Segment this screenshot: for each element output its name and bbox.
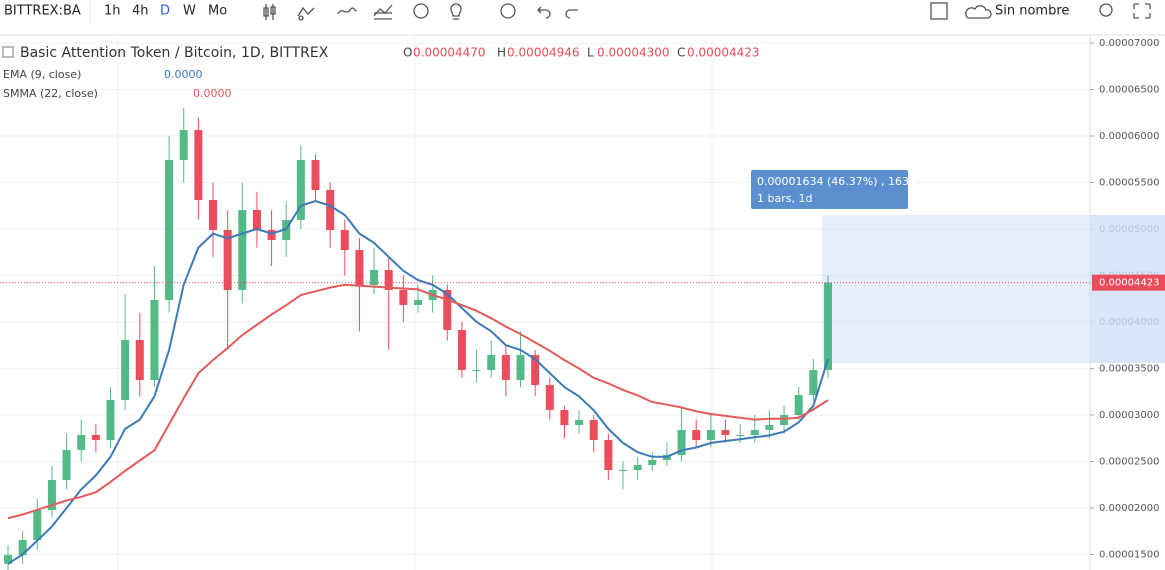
- candle-body: [765, 425, 774, 430]
- ohlc-value: 0.00004423: [687, 46, 760, 60]
- candle-body: [77, 434, 86, 450]
- candle-body: [706, 429, 715, 440]
- collapse-icon[interactable]: [2, 46, 14, 58]
- y-tick-label: 0.00002000: [1099, 503, 1159, 514]
- y-tick-label: 0.00007000: [1099, 38, 1159, 49]
- candle-body: [326, 190, 335, 231]
- layout-name[interactable]: Sin nombre: [995, 4, 1069, 19]
- candle-body: [135, 340, 144, 381]
- y-tick-label: 0.00003000: [1099, 410, 1159, 421]
- legend-entry[interactable]: SMMA (22, close): [3, 87, 98, 100]
- candle-body: [648, 459, 657, 466]
- interval-button[interactable]: Mo: [208, 4, 227, 19]
- candle-body: [750, 429, 759, 435]
- y-tick-label: 0.00001500: [1099, 549, 1159, 560]
- candle-body: [311, 159, 320, 191]
- indicator-line: [7, 200, 829, 565]
- y-tick-label: 0.00003500: [1099, 363, 1159, 374]
- candle-body: [355, 250, 364, 285]
- candle-body: [340, 230, 349, 251]
- candle-body: [589, 419, 598, 440]
- interval-button[interactable]: W: [183, 4, 196, 19]
- candle-body: [604, 439, 613, 471]
- last-price-tag: [1092, 274, 1165, 291]
- candle-body: [106, 400, 115, 440]
- candle-body: [209, 199, 217, 231]
- candle-body: [780, 414, 789, 426]
- ohlc-value: 0.00004946: [507, 46, 580, 60]
- candle-body: [501, 354, 510, 381]
- candle-body: [165, 159, 174, 301]
- candle-body: [633, 465, 642, 471]
- candle-body: [399, 289, 408, 305]
- candle-body: [560, 409, 569, 426]
- candle-body: [677, 429, 686, 455]
- candle-body: [516, 354, 525, 381]
- candle-body: [721, 429, 730, 435]
- candle-body: [223, 230, 232, 290]
- candle-body: [179, 130, 188, 160]
- y-tick-label: 0.00002500: [1099, 456, 1159, 467]
- candle-body: [121, 340, 130, 401]
- candle-body: [384, 269, 393, 290]
- candle-body: [619, 470, 627, 472]
- candle-body: [91, 434, 100, 440]
- measure-text: 0.00001634 (46.37%) , 1634: [757, 175, 916, 188]
- ohlc-value: 0.00004470: [413, 46, 486, 60]
- candle-body: [33, 510, 42, 540]
- ohlc-key: L: [587, 46, 594, 60]
- ohlc-key: O: [403, 46, 412, 60]
- interval-button[interactable]: D: [160, 4, 170, 19]
- interval-button[interactable]: 1h: [104, 4, 121, 19]
- legend-value: 0.0000: [193, 87, 232, 100]
- candle-body: [296, 159, 305, 220]
- candle-body: [238, 210, 247, 290]
- chart-title: Basic Attention Token / Bitcoin, 1D, BIT…: [20, 45, 329, 61]
- ohlc-key: H: [497, 46, 506, 60]
- candle-body: [457, 329, 466, 370]
- tool-icons[interactable]: [263, 2, 1151, 21]
- candle-body: [18, 539, 27, 556]
- y-tick-label: 0.00006500: [1099, 84, 1159, 95]
- candle-body: [487, 354, 496, 370]
- y-tick-label: 0.00006000: [1099, 131, 1159, 142]
- candle-body: [252, 210, 261, 231]
- symbol[interactable]: BITTREX:BA: [4, 4, 81, 19]
- measure-subtext: 1 bars, 1d: [757, 192, 812, 205]
- last-price-label: 0.00004423: [1099, 278, 1159, 289]
- candle-body: [47, 479, 56, 511]
- candle-body: [692, 429, 701, 440]
- candle-body: [62, 449, 71, 480]
- candle-body: [267, 230, 276, 240]
- candle-body: [531, 354, 540, 386]
- candle-body: [194, 130, 203, 200]
- legend-value: 0.0000: [164, 68, 203, 81]
- interval-button[interactable]: 4h: [132, 4, 149, 19]
- candle-body: [150, 300, 159, 381]
- ohlc-key: C: [677, 46, 685, 60]
- candle-body: [545, 385, 554, 410]
- candle-body: [809, 369, 818, 395]
- candle-body: [472, 369, 481, 371]
- candle-body: [575, 419, 584, 426]
- candle-body: [443, 289, 452, 330]
- y-tick-label: 0.00005500: [1099, 177, 1159, 188]
- measure-range: [822, 215, 1090, 363]
- ohlc-value: 0.00004300: [597, 46, 670, 60]
- indicator-line: [7, 283, 829, 520]
- legend-entry[interactable]: EMA (9, close): [3, 68, 81, 81]
- candle-body: [794, 394, 803, 415]
- candle-body: [414, 300, 422, 305]
- measure-box: [751, 170, 908, 209]
- candle-body: [736, 434, 745, 436]
- candle-body: [370, 269, 379, 285]
- candle-body: [4, 555, 12, 564]
